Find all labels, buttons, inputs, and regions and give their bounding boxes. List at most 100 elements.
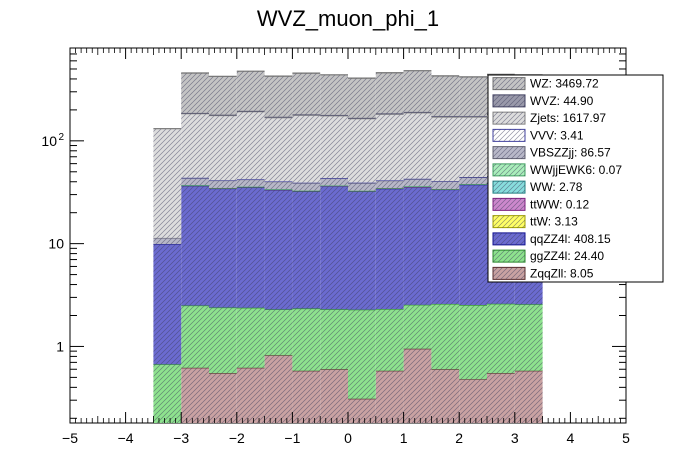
bar-hatch-ggZZ4l-6 bbox=[320, 309, 348, 370]
bars-layer bbox=[153, 70, 543, 423]
legend-layer: WZ: 3469.72 WVZ: 44.90 Zjets: 1617.97 VVV: … bbox=[487, 74, 664, 283]
legend-entry-ggZZ4l: ggZZ4l: 24.40 bbox=[492, 249, 604, 263]
bar-hatch-ZqqZll-5 bbox=[292, 370, 321, 423]
y-tick-label: 10 bbox=[48, 236, 64, 252]
bar-hatch-qqZZ4l-1 bbox=[181, 185, 209, 306]
legend-entry-VVV: VVV: 3.41 bbox=[492, 128, 584, 142]
bar-hatch-qqZZ4l-7 bbox=[348, 191, 376, 310]
bar-hatch-Zjets-9 bbox=[403, 112, 432, 179]
bar-hatch-ZqqZll-13 bbox=[514, 370, 543, 423]
bar-hatch-WZ-10 bbox=[431, 75, 460, 117]
x-tick-label: 0 bbox=[344, 430, 352, 446]
legend-label: VBSZZjj: 86.57 bbox=[530, 146, 611, 160]
series-ZqqZll bbox=[181, 348, 543, 423]
bar-hatch-Zjets-3 bbox=[236, 111, 265, 180]
legend-swatch-hatch bbox=[493, 112, 525, 125]
bar-hatch-ggZZ4l-8 bbox=[375, 309, 404, 371]
legend-entry-ttWW: ttWW: 0.12 bbox=[492, 197, 589, 211]
bar-hatch-VBSZZjj-11 bbox=[459, 177, 487, 185]
bar-hatch-Zjets-1 bbox=[181, 113, 209, 178]
legend-label: WZ: 3469.72 bbox=[530, 77, 599, 91]
legend-entry-WZ: WZ: 3469.72 bbox=[492, 77, 599, 91]
bar-hatch-ZqqZll-6 bbox=[320, 369, 348, 423]
x-tick-label: −5 bbox=[62, 430, 78, 446]
legend-swatch-hatch bbox=[493, 250, 525, 263]
x-tick-label: 3 bbox=[511, 430, 519, 446]
bar-hatch-ggZZ4l-13 bbox=[514, 304, 543, 371]
bar-hatch-ZqqZll-8 bbox=[375, 370, 404, 423]
bar-hatch-WZ-6 bbox=[320, 74, 348, 115]
bar-hatch-qqZZ4l-10 bbox=[431, 189, 460, 304]
bar-hatch-ZqqZll-4 bbox=[264, 355, 293, 423]
bar-hatch-Zjets-4 bbox=[264, 117, 293, 182]
legend-label: WW: 2.78 bbox=[530, 180, 583, 194]
bar-hatch-qqZZ4l-6 bbox=[320, 186, 348, 310]
bar-hatch-ZqqZll-1 bbox=[181, 367, 209, 423]
bar-hatch-ggZZ4l-2 bbox=[209, 307, 237, 374]
legend-entry-WW: WW: 2.78 bbox=[492, 180, 583, 194]
bar-hatch-qqZZ4l-4 bbox=[264, 189, 293, 310]
bar-hatch-WZ-2 bbox=[209, 76, 237, 115]
legend-entry-ttW: ttW: 3.13 bbox=[492, 215, 578, 229]
legend-entry-WWjjEWK6: WWjjEWK6: 0.07 bbox=[492, 163, 622, 177]
legend-label: qqZZ4l: 408.15 bbox=[530, 232, 611, 246]
legend-swatch-hatch bbox=[493, 232, 525, 245]
bar-hatch-ggZZ4l-4 bbox=[264, 309, 293, 356]
legend-label: ttWW: 0.12 bbox=[530, 197, 589, 211]
bar-hatch-Zjets-7 bbox=[348, 118, 376, 183]
bar-hatch-ggZZ4l-9 bbox=[403, 304, 432, 349]
bar-hatch-VBSZZjj-4 bbox=[264, 181, 293, 190]
legend-entry-qqZZ4l: qqZZ4l: 408.15 bbox=[492, 232, 611, 246]
legend-swatch-hatch bbox=[493, 198, 525, 211]
bar-hatch-VBSZZjj-5 bbox=[292, 183, 321, 191]
bar-hatch-WZ-1 bbox=[181, 73, 209, 113]
bar-hatch-ZqqZll-12 bbox=[487, 373, 515, 423]
legend-label: ZqqZll: 8.05 bbox=[530, 266, 594, 280]
bar-hatch-VBSZZjj-1 bbox=[181, 178, 209, 186]
bar-hatch-ggZZ4l-12 bbox=[487, 303, 515, 374]
bar-hatch-Zjets-10 bbox=[431, 117, 460, 182]
legend-label: Zjets: 1617.97 bbox=[530, 111, 606, 125]
bar-hatch-ggZZ4l-3 bbox=[236, 307, 265, 368]
legend-label: ttW: 3.13 bbox=[530, 215, 578, 229]
bar-hatch-VBSZZjj-9 bbox=[403, 179, 432, 187]
legend-swatch-hatch bbox=[493, 129, 525, 142]
bar-hatch-WZ-9 bbox=[403, 70, 432, 112]
legend-entry-Zjets: Zjets: 1617.97 bbox=[492, 111, 606, 125]
series-ggZZ4l bbox=[153, 303, 543, 423]
x-tick-label: −3 bbox=[173, 430, 189, 446]
bar-hatch-WZ-5 bbox=[292, 73, 321, 115]
bar-hatch-Zjets-5 bbox=[292, 115, 321, 183]
bar-hatch-qqZZ4l-8 bbox=[375, 188, 404, 310]
bar-hatch-ggZZ4l-11 bbox=[459, 304, 487, 380]
bar-hatch-ggZZ4l-5 bbox=[292, 308, 321, 371]
bar-hatch-VBSZZjj-10 bbox=[431, 181, 460, 189]
bar-hatch-qqZZ4l-11 bbox=[459, 184, 487, 305]
bar-hatch-qqZZ4l-9 bbox=[403, 187, 432, 305]
bar-hatch-ZqqZll-11 bbox=[459, 379, 487, 423]
bar-hatch-Zjets-8 bbox=[375, 114, 404, 181]
bar-hatch-WZ-7 bbox=[348, 78, 376, 118]
legend-box bbox=[487, 74, 664, 283]
bar-hatch-VBSZZjj-3 bbox=[236, 179, 265, 187]
bar-hatch-ggZZ4l-0 bbox=[153, 364, 182, 423]
y-tick-label: 1 bbox=[56, 338, 64, 354]
legend-swatch-hatch bbox=[493, 77, 525, 90]
bar-hatch-WZ-8 bbox=[375, 72, 404, 114]
legend-label: ggZZ4l: 24.40 bbox=[530, 249, 604, 263]
y-tick-exponent: 2 bbox=[58, 132, 64, 143]
bar-hatch-qqZZ4l-3 bbox=[236, 187, 265, 308]
bar-hatch-Zjets-0 bbox=[153, 128, 182, 238]
x-tick-label: 4 bbox=[567, 430, 575, 446]
x-tick-label: −4 bbox=[118, 430, 134, 446]
bar-hatch-ZqqZll-9 bbox=[403, 348, 432, 423]
legend-entry-ZqqZll: ZqqZll: 8.05 bbox=[492, 266, 594, 280]
legend-label: VVV: 3.41 bbox=[530, 128, 584, 142]
bar-hatch-qqZZ4l-2 bbox=[209, 188, 237, 308]
y-tick-label: 10 bbox=[41, 133, 57, 149]
bar-hatch-Zjets-6 bbox=[320, 115, 348, 179]
bar-hatch-ZqqZll-10 bbox=[431, 369, 460, 423]
bar-hatch-WZ-4 bbox=[264, 76, 293, 117]
